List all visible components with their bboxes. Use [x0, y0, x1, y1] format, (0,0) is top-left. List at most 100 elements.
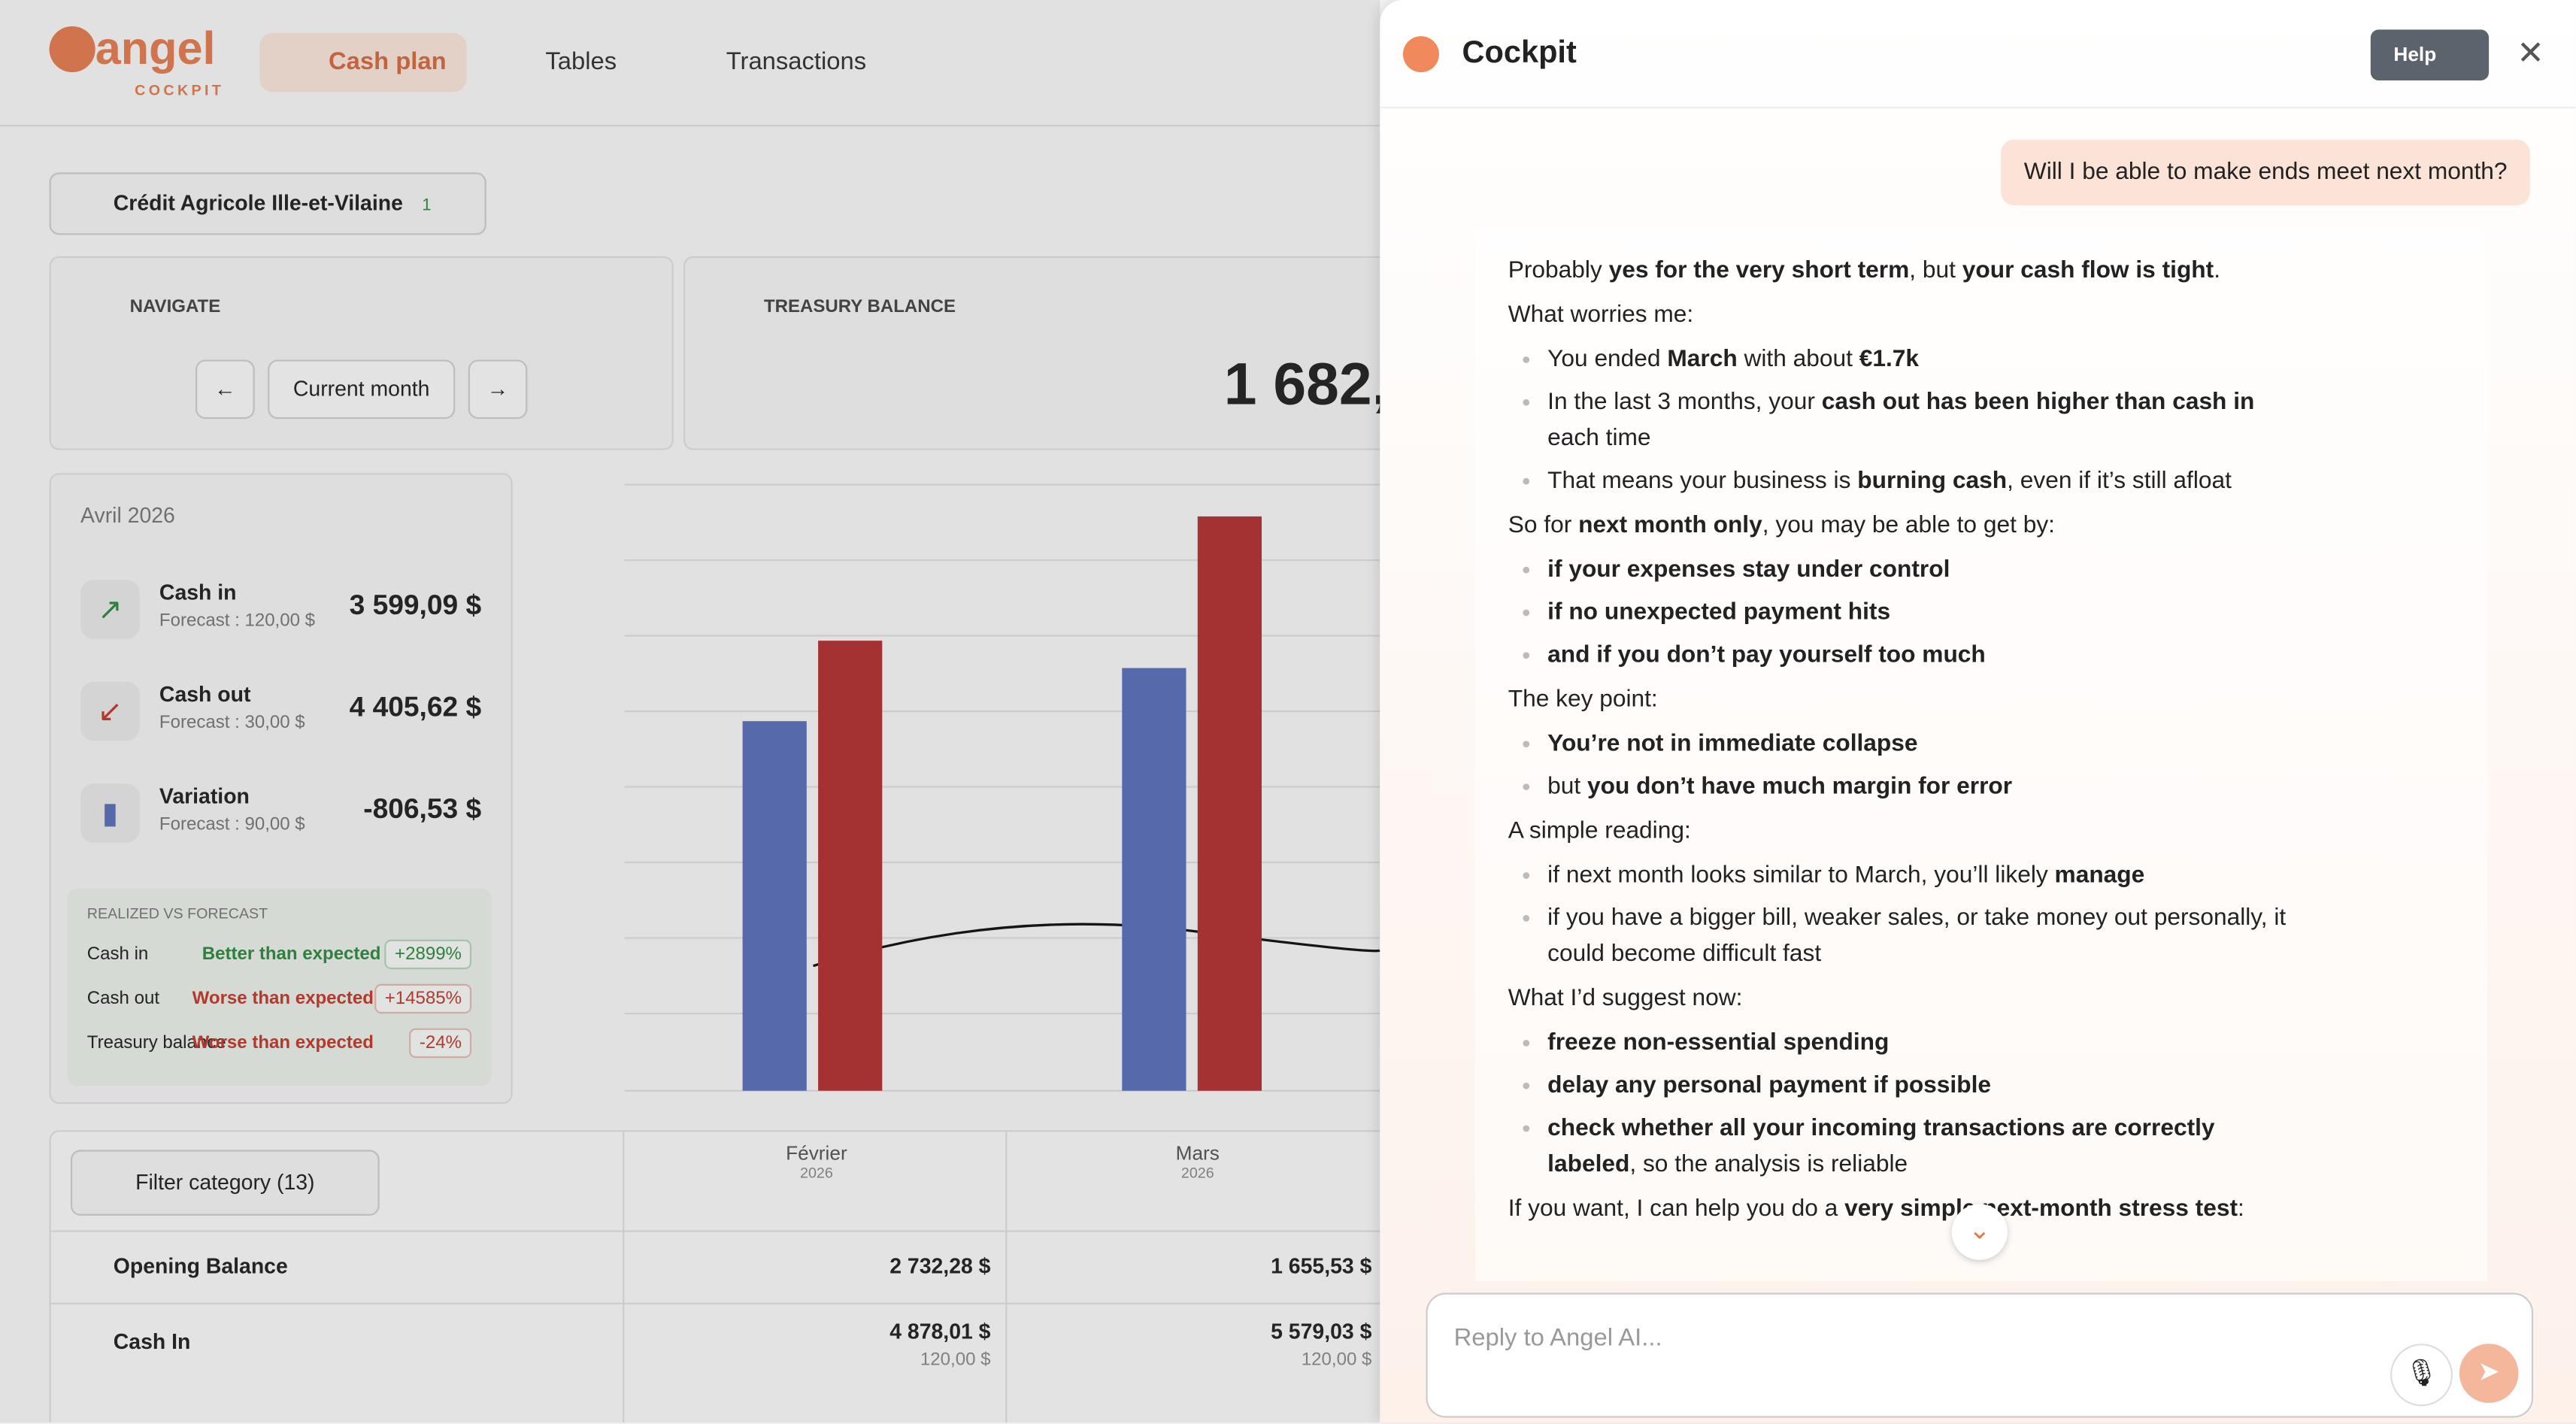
list-item: if next month looks similar to March, yo… — [1547, 858, 2290, 894]
bold-text: next month only — [1578, 512, 1762, 539]
column-month: Février — [786, 1141, 847, 1165]
paragraph: If you want, I can help you do a very si… — [1508, 1191, 2455, 1227]
bar — [818, 641, 883, 1091]
rvf-pct: -24% — [409, 1028, 472, 1059]
row-value: 3 599,09 $ — [349, 589, 482, 621]
list-item: check whether all your incoming transact… — [1547, 1110, 2290, 1183]
help-button[interactable]: Help — [2370, 29, 2490, 81]
column-month: Mars — [1175, 1141, 1220, 1165]
table: Filter category (13) Février 2026 Mars 2026… — [49, 1130, 1433, 1423]
list-item: if no unexpected payment hits — [1547, 595, 2290, 631]
paragraph: What I’d suggest now: — [1508, 980, 2455, 1016]
rvf-pct: +14585% — [374, 983, 472, 1014]
row-line — [50, 1230, 1432, 1232]
month-title: Avril 2026 — [80, 502, 175, 528]
prev-button[interactable]: ← — [195, 359, 255, 420]
rvf-status: Worse than expected — [192, 989, 374, 1009]
bank-select[interactable]: Crédit Agricole Ille-et-Vilaine 1 — [49, 172, 486, 235]
close-button[interactable]: ✕ — [2517, 36, 2544, 73]
input-placeholder: Reply to Angel AI... — [1453, 1324, 1662, 1353]
chat-panel: Cockpit Help ✕ Will I be able to make en… — [1380, 0, 2576, 1423]
text: A simple reading: — [1508, 818, 1691, 845]
text: What worries me: — [1508, 302, 1694, 329]
top-bar: angel COCKPIT Cash plan Tables Transacti… — [0, 0, 1380, 127]
bold-text: burning cash — [1857, 468, 2008, 495]
bold-text: freeze non-essential spending — [1547, 1029, 1890, 1056]
cell-value: 5 579,03 $ — [1271, 1319, 1372, 1344]
row-label: Cash out — [159, 681, 251, 707]
column-year: 2026 — [1180, 1165, 1214, 1181]
filter-button[interactable]: Filter category (13) — [70, 1150, 380, 1216]
user-message: Will I be able to make ends meet next mo… — [2001, 139, 2531, 206]
text: if you have a bigger bill, weaker sales,… — [1547, 904, 2287, 968]
text: , so the analysis is reliable — [1629, 1151, 1908, 1178]
list-item: and if you don’t pay yourself too much — [1547, 638, 2290, 674]
text: if next month looks similar to March, yo… — [1547, 862, 2055, 889]
row-label: Cash in — [159, 580, 237, 605]
text: each time — [1547, 425, 1651, 452]
next-button[interactable]: → — [468, 359, 528, 420]
list-item: if your expenses stay under control — [1547, 552, 2290, 588]
cell-value: 4 878,01 $ — [889, 1319, 991, 1344]
tab[interactable]: Cash plan — [259, 32, 466, 92]
overlay — [0, 0, 1380, 1423]
column-year: 2026 — [800, 1165, 833, 1181]
mic-button[interactable]: 🎙 — [2390, 1344, 2453, 1407]
bold-text: cash out has been higher than cash in — [1821, 389, 2255, 416]
chart — [624, 483, 1380, 1092]
row-forecast: Forecast : 30,00 $ — [159, 713, 305, 733]
bold-text: manage — [2054, 862, 2145, 889]
bold-text: and if you don’t pay yourself too much — [1547, 642, 1986, 669]
list: if your expenses stay under control if no… — [1475, 552, 2487, 674]
rvf-title: REALIZED VS FORECAST — [86, 904, 268, 922]
tab[interactable]: Transactions — [726, 47, 867, 76]
current-month-button[interactable]: Current month — [268, 359, 456, 420]
list-item: delay any personal payment if possible — [1547, 1068, 2290, 1104]
row-value: -806,53 $ — [363, 793, 482, 825]
text: , but — [1909, 258, 1962, 284]
bold-text: €1.7k — [1859, 347, 1920, 373]
chat-title: Cockpit — [1462, 36, 1577, 71]
list-item: In the last 3 months, your cash out has … — [1547, 384, 2290, 456]
logo-icon — [49, 26, 95, 73]
paragraph: What worries me: — [1508, 297, 2455, 333]
cell-sub: 120,00 $ — [920, 1350, 991, 1371]
divider — [1005, 1132, 1008, 1423]
bank-count: 1 — [422, 197, 432, 216]
bar — [1122, 668, 1186, 1091]
cell-value: 2 732,28 $ — [889, 1253, 991, 1278]
text: with about — [1737, 347, 1859, 373]
text: , you may be able to get by: — [1762, 512, 2055, 539]
row-label: Opening Balance — [113, 1253, 288, 1278]
text: What I’d suggest now: — [1508, 985, 1743, 1012]
list: if next month looks similar to March, yo… — [1475, 858, 2487, 973]
row-value: 4 405,62 $ — [349, 691, 482, 723]
bold-text: March — [1667, 347, 1738, 373]
paragraph: The key point: — [1508, 682, 2455, 718]
text: So for — [1508, 512, 1579, 539]
list-item: That means your business is burning cash… — [1547, 463, 2290, 499]
list: You ended March with about €1.7k In the l… — [1475, 341, 2487, 499]
text: Probably — [1508, 258, 1609, 284]
divider — [623, 1132, 625, 1423]
text: In the last 3 months, your — [1547, 389, 1822, 416]
scroll-down-button[interactable]: ⌄ — [1951, 1204, 2008, 1260]
text: You ended — [1547, 347, 1668, 373]
text: The key point: — [1508, 686, 1658, 714]
row-forecast: Forecast : 90,00 $ — [159, 814, 305, 835]
chat-input[interactable]: Reply to Angel AI... 🎙 ➤ — [1426, 1292, 2534, 1418]
divider — [1380, 107, 2576, 109]
rvf-label: Treasury balance — [86, 1033, 226, 1053]
navigate-card: NAVIGATE ← Current month → — [49, 256, 674, 450]
list-item: but you don’t have much margin for error — [1547, 769, 2290, 805]
bar — [1197, 516, 1262, 1091]
bar — [742, 721, 807, 1091]
list-item: You ended March with about €1.7k — [1547, 341, 2290, 377]
text: If you want, I can help you do a — [1508, 1195, 1845, 1223]
list: You’re not in immediate collapse but you … — [1475, 726, 2487, 805]
tab[interactable]: Tables — [545, 47, 617, 76]
bold-text: yes for the very short term — [1608, 258, 1910, 284]
send-button[interactable]: ➤ — [2459, 1344, 2519, 1403]
